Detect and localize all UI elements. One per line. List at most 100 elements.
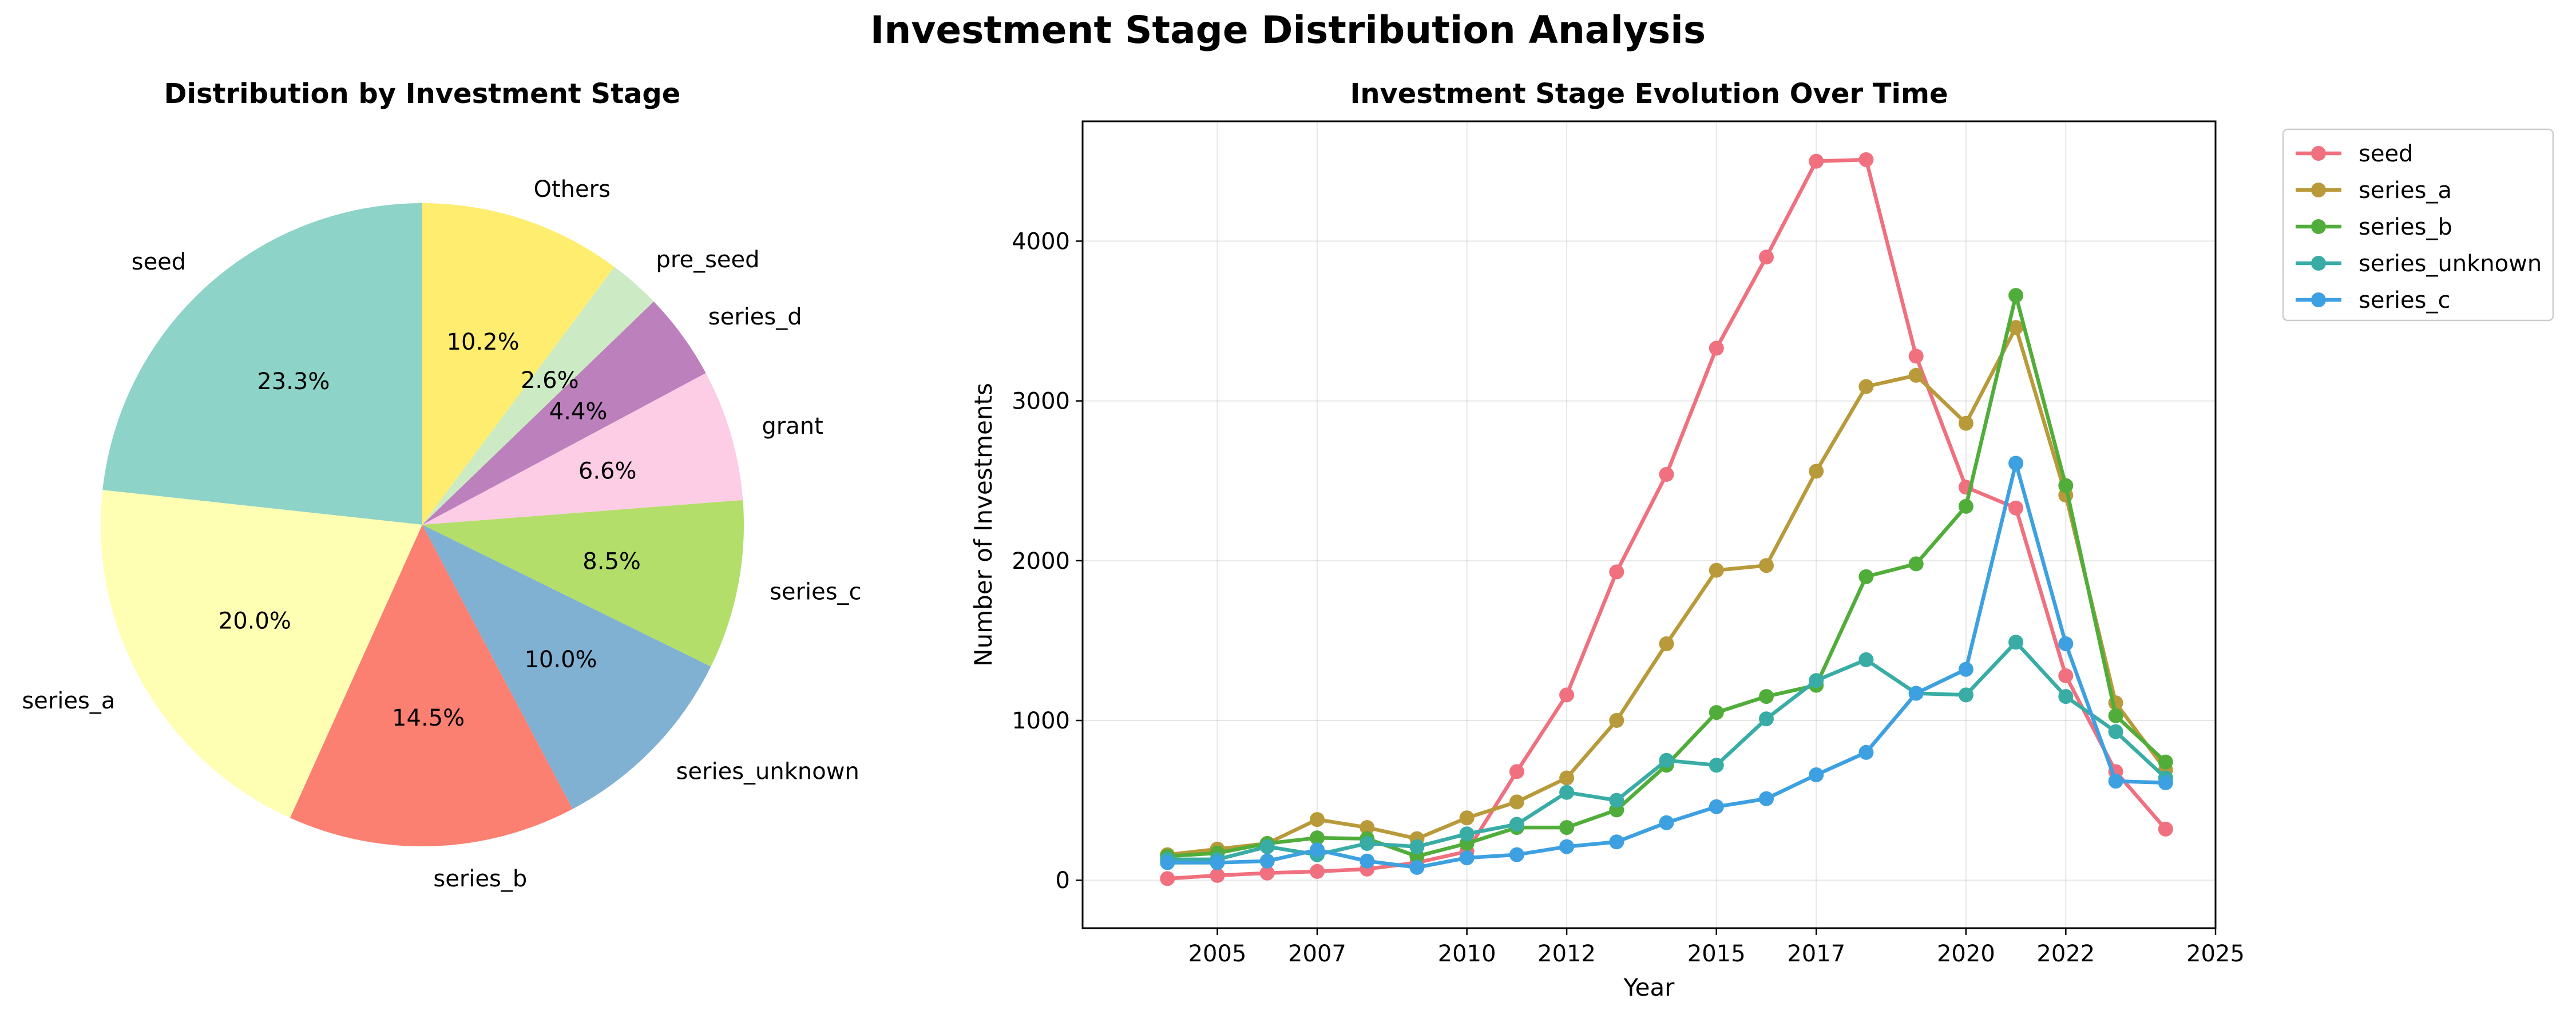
- data-point-series-b: [1858, 569, 1874, 584]
- data-point-seed: [1559, 687, 1575, 703]
- data-point-seed: [1609, 564, 1624, 580]
- y-tick-label: 0: [1056, 868, 1070, 894]
- pie-slice-seed: [102, 203, 423, 525]
- legend-label-series-c: series_c: [2359, 287, 2450, 314]
- data-point-seed: [2008, 500, 2024, 516]
- data-point-series-c: [1509, 847, 1524, 862]
- data-point-series-c: [1609, 834, 1624, 850]
- data-point-series-b: [1958, 498, 1973, 514]
- data-point-series-unknown: [2108, 724, 2123, 739]
- data-point-series-b: [2008, 288, 2024, 303]
- x-tick-label: 2005: [1188, 941, 1247, 967]
- pie-slice-series-a: [100, 490, 422, 818]
- data-point-series-c: [1210, 855, 1225, 870]
- data-point-series-unknown: [1958, 687, 1973, 703]
- legend-label-series-b: series_b: [2359, 214, 2452, 240]
- data-point-series-b: [1759, 689, 1774, 704]
- data-point-series-c: [2058, 636, 2074, 651]
- data-point-seed: [1509, 764, 1524, 779]
- data-point-seed: [2058, 668, 2074, 683]
- x-tick-label: 2012: [1537, 941, 1596, 967]
- data-point-series-b: [1310, 830, 1325, 846]
- legend-marker-series-c: [2311, 292, 2326, 307]
- data-point-seed: [1259, 865, 1275, 881]
- pie-label-series-b: series_b: [433, 866, 527, 892]
- pie-slice-series-unknown: [422, 525, 711, 809]
- pie-slice-series-d: [422, 301, 706, 525]
- pie-label-series-a: series_a: [22, 688, 115, 714]
- data-point-seed: [1809, 153, 1824, 169]
- legend-marker-series-b: [2311, 219, 2326, 234]
- series-series-c: [1160, 455, 2173, 875]
- data-point-series-c: [1360, 853, 1375, 869]
- data-point-series-unknown: [1360, 836, 1375, 851]
- x-tick-label: 2015: [1687, 941, 1746, 967]
- data-point-series-c: [1809, 767, 1824, 782]
- data-point-series-a: [1360, 820, 1375, 835]
- x-tick-label: 2010: [1438, 941, 1496, 967]
- data-point-series-c: [1709, 799, 1724, 814]
- data-point-series-unknown: [1809, 673, 1824, 688]
- data-point-series-unknown: [2058, 689, 2074, 704]
- pie-pct-label-series-d: 4.4%: [549, 399, 608, 425]
- legend-frame: [2282, 128, 2554, 322]
- data-point-series-c: [1958, 661, 1973, 677]
- data-point-series-c: [1160, 855, 1175, 870]
- data-point-series-b: [2158, 754, 2173, 770]
- data-point-series-a: [1609, 713, 1624, 728]
- data-point-series-c: [1259, 853, 1275, 869]
- data-point-series-unknown: [1459, 826, 1475, 842]
- plot-frame: [1081, 120, 2217, 929]
- legend-label-series-a: series_a: [2359, 177, 2452, 204]
- data-point-series-c: [1759, 791, 1774, 806]
- pie-pct-label-seed: 23.3%: [257, 369, 330, 395]
- data-point-series-a: [1509, 794, 1524, 810]
- data-point-series-c: [2158, 775, 2173, 790]
- y-tick-label: 2000: [1012, 548, 1070, 575]
- pie-slice-grant: [422, 373, 743, 525]
- data-point-series-a: [1908, 367, 1924, 383]
- data-point-series-c: [1559, 839, 1575, 854]
- data-point-series-unknown: [1759, 711, 1774, 727]
- pie-label-seed: seed: [132, 249, 186, 275]
- x-axis-label: Year: [1623, 973, 1675, 1001]
- data-point-series-a: [1709, 563, 1724, 578]
- x-tick-label: 2025: [2186, 941, 2245, 967]
- data-point-seed: [1310, 863, 1325, 879]
- data-point-series-unknown: [1259, 839, 1275, 854]
- data-point-seed: [1858, 152, 1874, 167]
- data-point-seed: [1759, 249, 1774, 265]
- data-point-series-c: [1908, 686, 1924, 701]
- pie-label-pre-seed: pre_seed: [656, 247, 760, 273]
- pie-slices: [100, 203, 744, 846]
- axis-ticks: 2005 2007 2010 2012 2015 2017 2020 2022 2025 0 100…: [1012, 228, 2245, 967]
- data-point-series-unknown: [1609, 793, 1624, 808]
- data-point-series-unknown: [1709, 758, 1724, 773]
- data-point-series-a: [1559, 770, 1575, 786]
- pie-chart-title: Distribution by Investment Stage: [164, 78, 681, 110]
- pie-slice-pre-seed: [422, 267, 654, 525]
- x-tick-label: 2020: [1937, 941, 1995, 967]
- data-point-series-unknown: [1659, 752, 1674, 768]
- data-point-series-b: [1709, 705, 1724, 720]
- y-axis-label: Number of Investments: [969, 383, 997, 667]
- line-chart: Investment Stage Evolution Over Time 200…: [969, 78, 2554, 1001]
- data-point-series-c: [1310, 842, 1325, 858]
- pie-slice-series-c: [422, 500, 744, 667]
- figure-title: Investment Stage Distribution Analysis: [870, 8, 1706, 52]
- data-point-series-c: [1659, 815, 1674, 830]
- data-point-series-c: [2008, 455, 2024, 471]
- data-point-seed: [1709, 340, 1724, 356]
- pie-pct-label-series-c: 8.5%: [582, 549, 641, 575]
- data-point-seed: [2158, 821, 2173, 837]
- data-point-seed: [1160, 871, 1175, 886]
- data-point-series-a: [1958, 415, 1973, 431]
- data-point-series-b: [2058, 478, 2074, 493]
- legend-marker-series-a: [2311, 183, 2326, 197]
- data-point-series-a: [1459, 810, 1475, 826]
- pie-label-grant: grant: [762, 413, 823, 439]
- x-tick-label: 2007: [1288, 941, 1346, 967]
- data-point-series-b: [1559, 820, 1575, 835]
- data-point-seed: [1210, 868, 1225, 883]
